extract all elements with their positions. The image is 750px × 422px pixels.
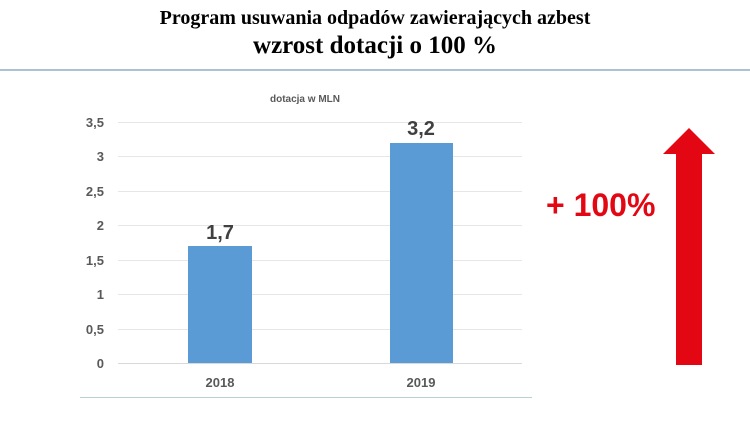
y-tick-label: 0	[96, 356, 104, 371]
bar-value-label: 3,2	[407, 118, 435, 140]
y-tick-label: 1	[96, 287, 104, 302]
chart-border	[80, 397, 532, 398]
y-tick-label: 1,5	[85, 253, 104, 268]
bar-2018	[188, 246, 252, 363]
x-axis-line	[118, 363, 522, 364]
gridline	[118, 191, 522, 192]
slide-subtitle: wzrost dotacji o 100 %	[253, 32, 497, 59]
gridline	[118, 329, 522, 330]
y-tick-label: 3	[96, 149, 104, 164]
bar-value-label: 1,7	[206, 222, 234, 244]
chart-title: dotacja w MLN	[269, 94, 340, 105]
y-tick-label: 2	[96, 218, 104, 233]
x-tick-label: 2018	[205, 375, 235, 390]
bar-2019	[390, 143, 453, 363]
x-tick-label: 2019	[406, 375, 436, 390]
up-arrow-icon	[663, 128, 715, 365]
y-tick-label: 2,5	[85, 184, 104, 199]
growth-percentage: + 100%	[546, 187, 656, 223]
gridline	[118, 122, 522, 123]
y-tick-label: 3,5	[85, 115, 104, 130]
gridline	[118, 225, 522, 226]
y-tick-label: 0,5	[85, 322, 104, 337]
title-divider	[0, 69, 750, 71]
gridline	[118, 294, 522, 295]
gridline	[118, 156, 522, 157]
gridline	[118, 260, 522, 261]
slide-title: Program usuwania odpadów zawierających a…	[159, 7, 591, 29]
